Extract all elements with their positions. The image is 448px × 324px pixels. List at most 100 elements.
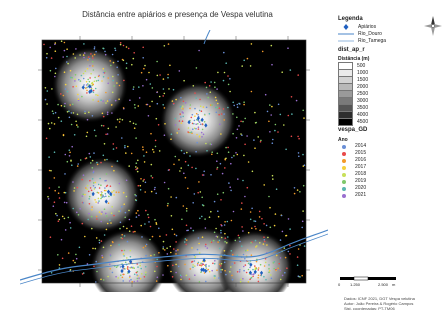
vespa-point	[98, 187, 101, 189]
vespa-point	[126, 240, 129, 243]
vespa-point	[216, 269, 218, 271]
map-canvas[interactable]	[20, 30, 328, 292]
vespa-point	[102, 76, 105, 78]
vespa-point	[241, 202, 243, 204]
vespa-point	[170, 270, 172, 273]
vespa-point	[89, 156, 92, 158]
legend-distance-class: 1000	[338, 68, 446, 77]
vespa-point	[227, 83, 230, 86]
vespa-point	[281, 71, 284, 73]
vespa-point	[100, 197, 102, 200]
vespa-point	[255, 260, 258, 263]
vespa-point	[63, 49, 66, 52]
vespa-point	[211, 269, 213, 272]
vespa-point	[150, 254, 152, 257]
vespa-point	[184, 176, 187, 179]
vespa-point	[201, 196, 203, 199]
distance-buffer	[217, 230, 293, 292]
vespa-point	[220, 232, 222, 234]
vespa-point	[148, 221, 150, 223]
vespa-point	[82, 77, 85, 80]
year-dot	[342, 151, 346, 156]
vespa-point	[297, 248, 300, 250]
vespa-point	[86, 188, 88, 190]
vespa-point	[252, 273, 255, 276]
vespa-point	[97, 192, 100, 194]
vespa-point	[254, 111, 256, 114]
vespa-point	[91, 115, 94, 117]
vespa-point	[197, 261, 200, 264]
vespa-point	[92, 83, 94, 86]
vespa-point	[181, 107, 183, 109]
vespa-point	[102, 47, 105, 50]
vespa-point	[58, 186, 60, 188]
vespa-point	[269, 206, 271, 209]
legend-distance-class: 500	[338, 61, 446, 70]
vespa-point	[85, 135, 88, 138]
vespa-point	[290, 135, 293, 138]
vespa-point	[249, 65, 252, 67]
vespa-point	[167, 187, 170, 190]
vespa-point	[241, 65, 243, 67]
vespa-point	[47, 122, 50, 125]
vespa-point	[223, 261, 226, 264]
vespa-point	[108, 195, 110, 198]
vespa-point	[87, 59, 89, 61]
vespa-point	[100, 220, 102, 223]
vespa-point	[191, 132, 193, 135]
compass-icon	[424, 16, 442, 36]
vespa-point	[72, 259, 75, 262]
vespa-point	[76, 186, 79, 189]
vespa-point	[206, 150, 208, 152]
legend-distance-class: 3000	[338, 96, 446, 105]
vespa-point	[126, 257, 128, 259]
vespa-point	[178, 128, 180, 130]
vespa-point	[91, 178, 94, 180]
vespa-point	[122, 191, 125, 194]
vespa-point	[166, 204, 169, 207]
vespa-point	[157, 124, 160, 126]
vespa-point	[111, 206, 113, 208]
vespa-point	[124, 268, 126, 270]
vespa-point	[72, 53, 75, 55]
vespa-point	[182, 105, 184, 107]
vespa-point	[115, 126, 117, 128]
vespa-point	[211, 153, 213, 156]
vespa-point	[270, 277, 273, 280]
vespa-point	[195, 150, 197, 153]
vespa-point	[111, 53, 114, 56]
vespa-point	[182, 108, 184, 110]
vespa-point	[124, 145, 126, 147]
vespa-point	[254, 225, 256, 228]
vespa-point	[66, 61, 68, 63]
vespa-point	[101, 80, 103, 82]
vespa-point	[112, 61, 115, 64]
vespa-point	[89, 179, 91, 182]
vespa-point	[151, 100, 153, 103]
vespa-point	[187, 164, 190, 167]
vespa-point	[190, 116, 193, 119]
vespa-point	[162, 88, 165, 90]
vespa-point	[115, 275, 117, 278]
vespa-point	[220, 133, 222, 135]
legend-distance-class: 3500	[338, 103, 446, 112]
vespa-point	[178, 70, 181, 72]
vespa-point	[109, 263, 111, 266]
vespa-point	[217, 71, 219, 74]
vespa-point	[142, 57, 144, 59]
vespa-point	[95, 201, 97, 203]
vespa-point	[169, 245, 172, 248]
vespa-point	[297, 152, 300, 154]
vespa-point	[203, 121, 206, 123]
vespa-point	[135, 216, 138, 218]
vespa-point	[224, 221, 226, 223]
vespa-point	[47, 195, 49, 198]
legend-heading: Legenda	[338, 16, 363, 22]
vespa-point	[125, 152, 127, 154]
apiary-marker	[128, 259, 133, 264]
vespa-point	[142, 180, 144, 182]
vespa-point	[155, 222, 157, 224]
vespa-point	[79, 208, 81, 210]
vespa-point	[189, 155, 191, 157]
vespa-point	[107, 82, 109, 85]
